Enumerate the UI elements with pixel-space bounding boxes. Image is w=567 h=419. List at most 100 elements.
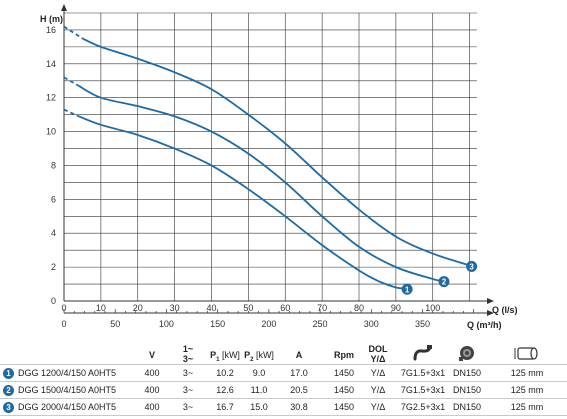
chart-grid: [63, 12, 477, 302]
model-name: DGG 1200/4/150 A0HT5: [18, 368, 117, 378]
y-axis-title: H (m): [40, 14, 63, 24]
p2-cell: 9.0: [252, 368, 266, 378]
rpm-cell: 1450: [333, 402, 355, 412]
table-row: 3 DGG 2000/4/150 A0HT5 400 3~ 16.7 15.0 3…: [0, 399, 567, 415]
x-tick-label: 50: [243, 303, 253, 313]
header-phase-bottom: 3~: [182, 354, 194, 364]
header-rpm: Rpm: [334, 350, 354, 360]
curve-1-marker: [401, 283, 413, 295]
p1-cell: 12.6: [216, 385, 234, 395]
x-tick-label: 100: [425, 303, 440, 313]
header-p2-main: P: [244, 350, 251, 360]
cable-cell: 7G2.5+3x1: [400, 402, 446, 412]
dn-cell: DN150: [452, 368, 481, 378]
chart-curves: 1 2 3: [63, 25, 478, 295]
y-tick-label: 4: [51, 228, 56, 238]
model-cell: 1 DGG 1200/4/150 A0HT5: [0, 365, 140, 381]
phase-cell: 3~: [182, 368, 194, 378]
phase-cell: 3~: [182, 402, 194, 412]
model-cell: 3 DGG 2000/4/150 A0HT5: [0, 399, 140, 415]
y-tick-label: 10: [46, 127, 56, 137]
phase-cell: 3~: [182, 385, 194, 395]
header-p1-main: P: [210, 350, 217, 360]
model-name: DGG 2000/4/150 A0HT5: [18, 402, 117, 412]
curve-3-marker: [466, 260, 478, 272]
dimension-cell: 125 mm: [510, 368, 544, 378]
dimension-cell: 125 mm: [510, 385, 544, 395]
curve-3-dashed: [63, 25, 83, 40]
flange-icon: [452, 344, 482, 361]
cable-cell: 7G1.5+3x1: [400, 385, 446, 395]
curve-2-marker: [438, 276, 450, 288]
p2-cell: 15.0: [250, 402, 268, 412]
table-row: 1 DGG 1200/4/150 A0HT5 400 3~ 10.2 9.0 17…: [0, 365, 567, 381]
pipe-diameter-icon: [512, 344, 542, 360]
y-tick-label: 14: [46, 59, 56, 69]
x-tick-label: 20: [133, 303, 143, 313]
x-tick-label: 90: [391, 303, 401, 313]
dimension-cell: 125 mm: [510, 402, 544, 412]
x2-tick-label: 350: [415, 319, 430, 329]
amps-cell: 30.8: [290, 402, 308, 412]
table-divider: [0, 415, 567, 416]
cable-icon: [408, 344, 438, 361]
x-tick-label: 0: [61, 303, 66, 313]
y-tick-label: 0: [51, 296, 56, 306]
curve-number-badge: 3: [3, 402, 14, 414]
x2-tick-label: 50: [110, 319, 120, 329]
table-divider: [0, 381, 567, 382]
y-tick-label: 8: [51, 160, 56, 170]
voltage-cell: 400: [144, 385, 160, 395]
x2-tick-label: 0: [61, 319, 66, 329]
cable-cell: 7G1.5+3x1: [400, 368, 446, 378]
curve-2: [78, 85, 443, 282]
x2-tick-label: 300: [364, 319, 379, 329]
dol-cell: Y/Δ: [370, 402, 386, 412]
x-axis-title: Q (l/s): [492, 305, 518, 315]
header-dol: DOL Y/Δ: [363, 344, 393, 364]
header-p2-sub: 2: [250, 356, 254, 363]
y-tick-label: 16: [46, 25, 56, 35]
amps-cell: 20.5: [290, 385, 308, 395]
x2-axis-title: Q (m³/h): [467, 320, 502, 330]
dn-cell: DN150: [452, 402, 481, 412]
x-tick-label: 80: [354, 303, 364, 313]
header-amps: A: [295, 350, 303, 360]
table-divider: [0, 398, 567, 399]
p2-cell: 11.0: [250, 385, 268, 395]
table-divider: [0, 364, 567, 365]
curve-1: [78, 115, 406, 290]
x-axis-arrow: [487, 298, 494, 304]
header-voltage: V: [148, 350, 155, 360]
x2-tick-label: 250: [313, 319, 328, 329]
header-p1-unit: [kW]: [221, 350, 240, 360]
x-tick-label: 40: [206, 303, 216, 313]
header-p2-unit: [kW]: [255, 350, 274, 360]
rpm-cell: 1450: [333, 368, 355, 378]
rpm-cell: 1450: [333, 385, 355, 395]
header-p1: P1 [kW]: [207, 350, 243, 366]
x2-tick-label: 200: [261, 319, 276, 329]
curve-number-badge: 2: [3, 385, 14, 397]
x-tick-label: 70: [317, 303, 327, 313]
amps-cell: 17.0: [290, 368, 308, 378]
p1-cell: 10.2: [216, 368, 234, 378]
curve-2-label: 2: [442, 278, 447, 287]
voltage-cell: 400: [144, 402, 160, 412]
table-header: V 1~ 3~ P1 [kW] P2 [kW] A Rpm DOL Y/Δ: [0, 344, 567, 366]
voltage-cell: 400: [144, 368, 160, 378]
header-dol-top: DOL: [368, 344, 388, 354]
y-tick-label: 2: [51, 262, 56, 272]
curve-3: [82, 37, 470, 267]
x-tick-label: 10: [96, 303, 106, 313]
header-phase: 1~ 3~: [176, 344, 200, 364]
x2-tick-label: 100: [159, 319, 174, 329]
x-tick-label: 60: [280, 303, 290, 313]
header-phase-top: 1~: [182, 344, 194, 354]
curve-1-dashed: [63, 108, 80, 118]
dn-cell: DN150: [452, 385, 481, 395]
y-tick-label: 12: [46, 93, 56, 103]
header-p2: P2 [kW]: [241, 350, 277, 366]
dol-cell: Y/Δ: [370, 385, 386, 395]
